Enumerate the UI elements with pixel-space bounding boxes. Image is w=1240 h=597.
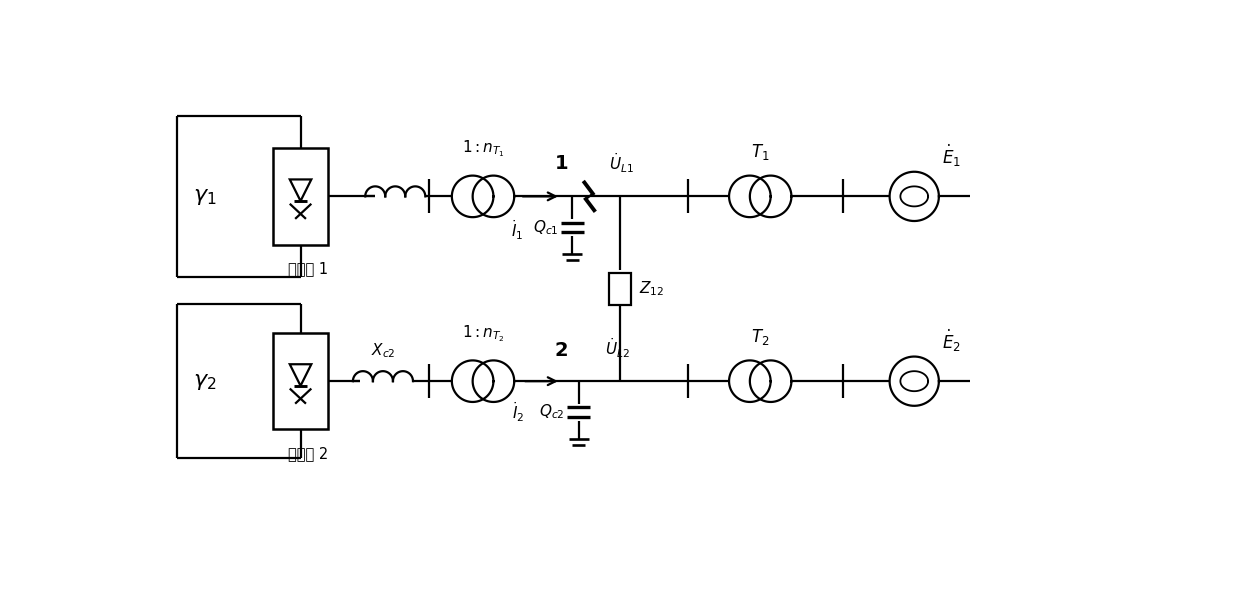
Text: $X_{c2}$: $X_{c2}$ [371, 341, 396, 359]
Text: $\mathbf{1}$: $\mathbf{1}$ [554, 154, 568, 173]
Text: $\dot{I}_2$: $\dot{I}_2$ [512, 401, 525, 424]
Text: $Q_{c1}$: $Q_{c1}$ [533, 218, 558, 236]
Bar [273, 148, 329, 245]
Text: $\dot{U}_{L1}$: $\dot{U}_{L1}$ [609, 151, 634, 175]
Text: $\dot{E}_2$: $\dot{E}_2$ [941, 328, 961, 354]
Text: $\dot{U}_{L2}$: $\dot{U}_{L2}$ [605, 336, 630, 359]
Text: $1 : n_{T_2}$: $1 : n_{T_2}$ [461, 324, 505, 344]
Bar [273, 333, 329, 429]
Text: 逆变站 1: 逆变站 1 [288, 261, 329, 276]
Text: $Z_{12}$: $Z_{12}$ [640, 279, 665, 298]
Text: $1 : n_{T_1}$: $1 : n_{T_1}$ [461, 139, 505, 159]
Text: $\dot{I}_1$: $\dot{I}_1$ [511, 218, 523, 242]
Text: 逆变站 2: 逆变站 2 [288, 446, 329, 461]
Text: $\mathbf{2}$: $\mathbf{2}$ [554, 341, 568, 359]
Text: $T_2$: $T_2$ [751, 327, 770, 346]
Text: $T_1$: $T_1$ [751, 141, 770, 162]
Text: $\gamma_1$: $\gamma_1$ [192, 186, 216, 207]
Text: $\dot{E}_1$: $\dot{E}_1$ [941, 143, 961, 170]
Text: $\gamma_2$: $\gamma_2$ [192, 370, 216, 392]
Bar [609, 273, 631, 305]
Text: $Q_{c2}$: $Q_{c2}$ [539, 402, 564, 421]
